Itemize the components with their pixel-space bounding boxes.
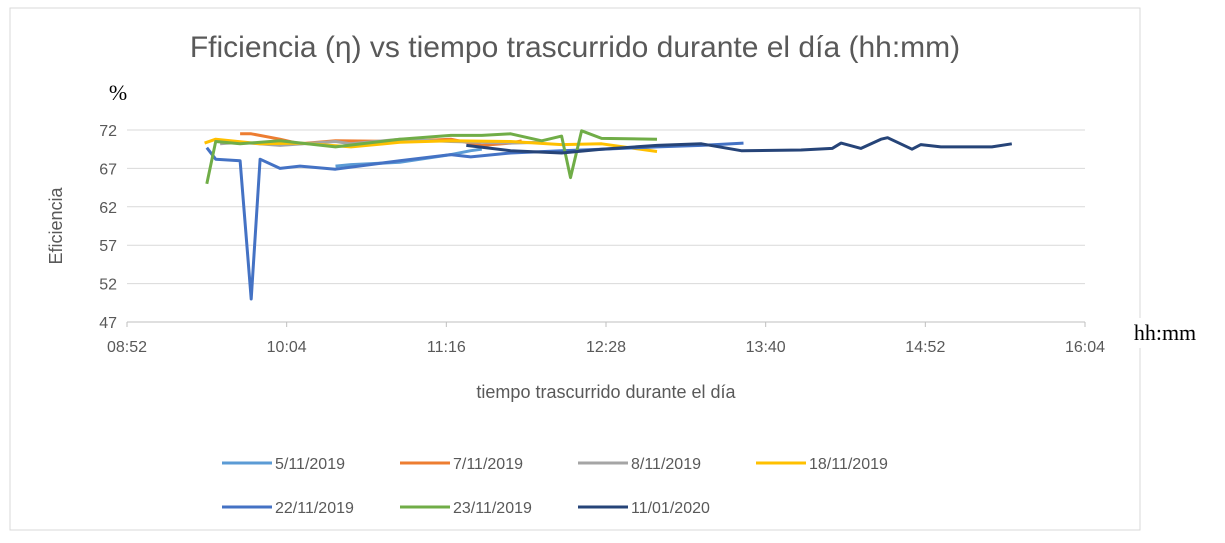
x-tick-label: 16:04 bbox=[1065, 339, 1105, 356]
unit-bg bbox=[1110, 318, 1225, 348]
y-tick-label: 67 bbox=[99, 161, 117, 178]
x-tick-label: 12:28 bbox=[586, 339, 626, 356]
y-tick-label: 57 bbox=[99, 238, 117, 255]
x-axis-label: tiempo trascurrido durante el día bbox=[476, 382, 736, 402]
x-tick-label: 08:52 bbox=[107, 339, 147, 356]
series-line bbox=[205, 129, 658, 185]
y-unit: % bbox=[109, 80, 127, 105]
legend-label: 22/11/2019 bbox=[275, 500, 354, 517]
x-tick-label: 10:04 bbox=[267, 339, 307, 356]
legend-label: 11/01/2020 bbox=[631, 500, 710, 517]
legend-label: 8/11/2019 bbox=[631, 456, 701, 473]
y-axis-label: Eficiencia bbox=[46, 186, 66, 264]
legend-label: 7/11/2019 bbox=[453, 456, 523, 473]
legend-label: 18/11/2019 bbox=[809, 456, 888, 473]
x-tick-label: 11:16 bbox=[427, 339, 466, 356]
y-tick-label: 72 bbox=[99, 123, 117, 140]
x-unit: hh:mm bbox=[1134, 320, 1196, 345]
series-line bbox=[466, 136, 1013, 155]
y-tick-label: 52 bbox=[99, 277, 117, 294]
y-tick-label: 47 bbox=[99, 315, 117, 332]
legend-label: 23/11/2019 bbox=[453, 500, 532, 517]
x-tick-label: 14:52 bbox=[905, 339, 945, 356]
chart-frame bbox=[9, 7, 1141, 531]
x-tick-label: 13:40 bbox=[746, 339, 786, 356]
legend-label: 5/11/2019 bbox=[275, 456, 345, 473]
y-tick-label: 62 bbox=[99, 200, 117, 217]
chart-title: Fficiencia (η) vs tiempo trascurrido dur… bbox=[190, 31, 960, 64]
